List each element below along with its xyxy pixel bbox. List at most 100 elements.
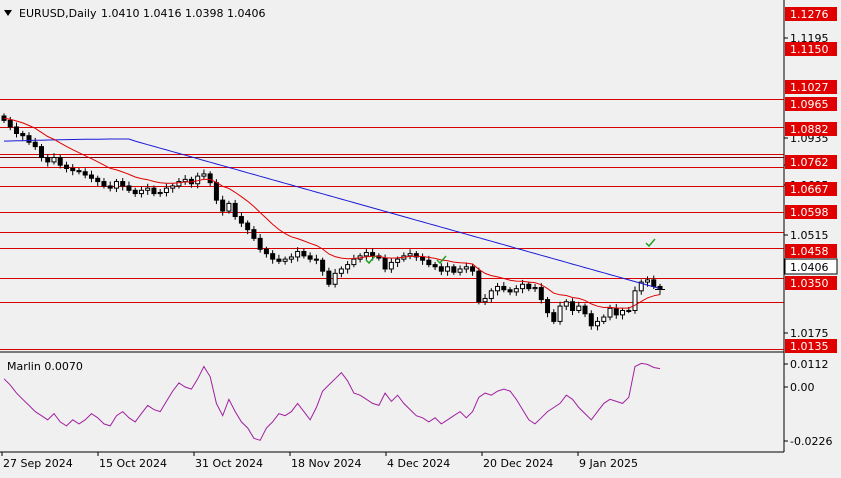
oscillator-line (3, 362, 661, 441)
price-tick: 1.0515 (784, 229, 829, 242)
candle (457, 265, 463, 276)
candle (70, 164, 76, 176)
candle (620, 307, 626, 320)
candle (463, 262, 469, 273)
symbol-name: EURUSD,Daily (19, 7, 97, 20)
candle (63, 161, 69, 173)
candle (220, 195, 226, 216)
candle (582, 303, 588, 318)
svg-text:1.1195: 1.1195 (790, 32, 829, 45)
svg-text:4 Dec 2024: 4 Dec 2024 (387, 457, 450, 470)
level-badge: 1.0458 (785, 244, 837, 258)
candle (170, 183, 176, 193)
candle (88, 170, 94, 183)
svg-text:9 Jan 2025: 9 Jan 2025 (579, 457, 638, 470)
candle (576, 301, 582, 314)
candle (38, 143, 44, 162)
osc-tick: -0.0226 (784, 435, 832, 448)
candle (513, 285, 519, 296)
oscillator-pane[interactable]: Marlin 0.0070 0.0112 0.00 -0.0226 (3, 358, 832, 448)
svg-text:18 Nov 2024: 18 Nov 2024 (291, 457, 361, 470)
price-tick: 1.1195 (784, 32, 829, 45)
time-tick: 20 Dec 2024 (481, 452, 553, 470)
svg-text:1.0135: 1.0135 (790, 340, 829, 353)
level-badge: 1.0667 (785, 182, 837, 196)
time-tick: 27 Sep 2024 (1, 452, 73, 470)
candle (488, 288, 494, 303)
level-badge: 1.0598 (785, 205, 837, 219)
blue-moving-average (3, 138, 661, 290)
symbol-header: EURUSD,Daily 1.0410 1.0416 1.0398 1.0406 (4, 7, 265, 20)
svg-text:20 Dec 2024: 20 Dec 2024 (483, 457, 553, 470)
svg-text:-0.0226: -0.0226 (790, 435, 832, 448)
svg-text:1.0667: 1.0667 (790, 183, 829, 196)
candle (13, 122, 19, 138)
candle (332, 268, 338, 288)
candle (345, 261, 351, 274)
candle (176, 178, 182, 189)
candle (132, 187, 138, 197)
candle (45, 154, 51, 167)
time-axis[interactable]: 27 Sep 2024 15 Oct 2024 31 Oct 2024 18 N… (1, 452, 638, 470)
svg-text:31 Oct 2024: 31 Oct 2024 (195, 457, 263, 470)
candle (151, 185, 157, 197)
candle (207, 171, 213, 186)
svg-text:1.0515: 1.0515 (790, 229, 829, 242)
candle (238, 212, 244, 228)
candle (245, 220, 251, 235)
candle (638, 279, 644, 295)
candle (445, 262, 451, 276)
candle (438, 263, 444, 276)
candle (288, 253, 294, 264)
time-tick: 4 Dec 2024 (385, 452, 450, 470)
level-badge: 1.0350 (785, 276, 837, 290)
candle (157, 188, 163, 197)
candle (588, 310, 594, 330)
svg-text:1.0882: 1.0882 (790, 123, 829, 136)
checkmarks (365, 238, 665, 295)
candle (482, 294, 488, 306)
candle (532, 284, 538, 292)
horizontal-levels (0, 99, 784, 350)
candle (557, 301, 563, 325)
candle (57, 154, 63, 169)
level-badge: 1.0882 (785, 122, 837, 136)
candle (320, 257, 326, 276)
svg-text:1.1027: 1.1027 (790, 81, 829, 94)
price-axis[interactable]: 1.1195 1.0935 1.0855 1.0695 1.0515 1.017… (784, 7, 838, 353)
svg-text:1.0965: 1.0965 (790, 98, 829, 111)
svg-text:27 Sep 2024: 27 Sep 2024 (3, 457, 73, 470)
candle (145, 183, 151, 195)
candle (545, 296, 551, 318)
candle (501, 282, 507, 293)
level-badge: 1.1276 (785, 7, 837, 21)
ohlc-values: 1.0410 1.0416 1.0398 1.0406 (101, 7, 265, 20)
candle (282, 256, 288, 265)
price-pane[interactable] (0, 99, 784, 350)
candle (113, 178, 119, 193)
candle (270, 250, 276, 264)
svg-text:1.1276: 1.1276 (790, 8, 829, 21)
level-badge: 1.1027 (785, 80, 837, 94)
svg-text:1.0598: 1.0598 (790, 206, 829, 219)
svg-text:1.0406: 1.0406 (790, 261, 829, 274)
candle (495, 282, 501, 296)
candle (551, 309, 557, 325)
time-tick: 15 Oct 2024 (97, 452, 167, 470)
candle (82, 168, 88, 179)
candle (20, 130, 26, 141)
candle (251, 226, 257, 242)
current-price-label: 1.0406 (784, 258, 838, 275)
candle (307, 252, 313, 263)
svg-text:1.1150: 1.1150 (790, 43, 829, 56)
candle (263, 246, 269, 258)
candle (76, 168, 82, 175)
candle (138, 186, 144, 198)
candle (95, 175, 101, 187)
candle (407, 249, 413, 260)
level-badge: 1.0965 (785, 97, 837, 111)
dropdown-triangle-icon[interactable] (4, 10, 12, 16)
